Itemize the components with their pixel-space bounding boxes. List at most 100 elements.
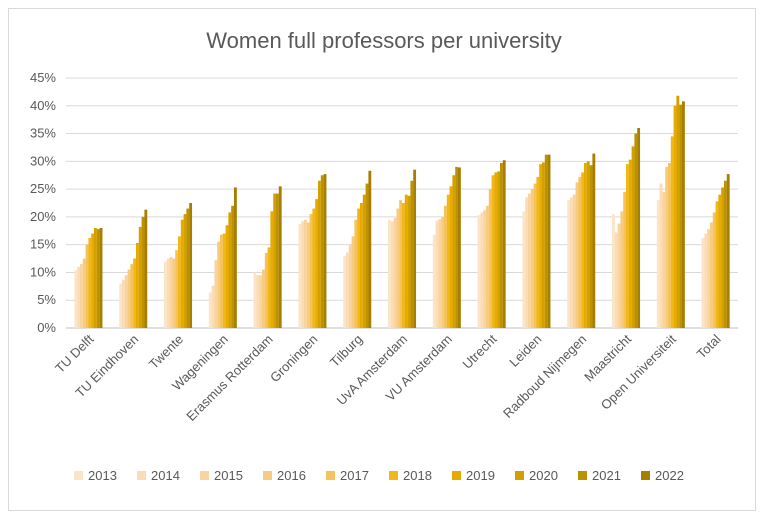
bar	[670, 136, 674, 328]
bar	[343, 255, 347, 328]
bar	[634, 133, 638, 328]
bar	[530, 189, 534, 328]
legend-label: 2015	[214, 468, 243, 483]
bar	[178, 236, 181, 328]
x-tick-label: Utrecht	[459, 331, 500, 372]
legend-label: 2014	[151, 468, 180, 483]
bar	[668, 163, 671, 328]
bar	[721, 187, 725, 328]
bar	[491, 175, 495, 328]
bar	[228, 212, 232, 328]
legend-swatch	[641, 471, 650, 480]
bar	[208, 292, 212, 328]
bar	[225, 225, 229, 328]
bar	[665, 166, 669, 328]
bar	[231, 205, 235, 328]
bar	[542, 162, 545, 328]
bar	[390, 221, 394, 328]
bar	[220, 234, 223, 328]
bar	[567, 200, 571, 328]
bar	[581, 172, 585, 328]
y-tick-label: 35%	[30, 126, 56, 141]
x-tick-label: Radboud Nijmegen	[500, 332, 589, 421]
bar	[164, 261, 167, 328]
bars	[74, 95, 730, 328]
bar	[486, 205, 489, 328]
legend-swatch	[74, 471, 83, 480]
bar	[253, 272, 257, 328]
bar	[323, 174, 327, 328]
bar	[500, 163, 503, 328]
bar	[320, 175, 324, 328]
legend-label: 2022	[655, 468, 684, 483]
bar	[620, 211, 624, 328]
bar	[388, 219, 391, 328]
bar	[458, 167, 461, 328]
bar	[656, 200, 660, 328]
y-tick-label: 20%	[30, 209, 56, 224]
bar	[704, 233, 708, 328]
bar	[718, 194, 722, 328]
bar	[354, 219, 358, 328]
bar	[94, 228, 97, 328]
bar	[309, 214, 313, 328]
bar	[525, 197, 529, 328]
bar	[407, 195, 411, 328]
bar	[88, 238, 92, 328]
y-tick-label: 10%	[30, 264, 56, 279]
bar	[222, 233, 226, 328]
bar	[584, 163, 587, 328]
bar	[74, 270, 78, 328]
y-tick-label: 25%	[30, 181, 56, 196]
bar	[256, 275, 260, 328]
y-tick-label: 5%	[37, 292, 56, 307]
bar	[267, 247, 271, 328]
legend-swatch	[452, 471, 461, 480]
bar	[710, 222, 713, 328]
bar	[122, 279, 125, 328]
bar	[211, 285, 215, 328]
y-tick-label: 15%	[30, 237, 56, 252]
bar	[449, 186, 453, 328]
bar	[547, 154, 551, 328]
bar	[570, 197, 573, 328]
bar	[273, 193, 277, 328]
legend-label: 2018	[403, 468, 432, 483]
bar	[136, 243, 139, 328]
bar	[362, 194, 366, 328]
bar	[175, 250, 179, 328]
x-tick-label: TU Delft	[52, 331, 97, 376]
y-axis-ticks: 0% 5% 10% 15% 20% 25% 30% 35% 40% 45%	[30, 70, 56, 335]
bar	[180, 219, 184, 328]
bar	[278, 186, 282, 328]
bar	[166, 258, 170, 328]
bar	[396, 208, 400, 328]
legend-label: 2016	[277, 468, 306, 483]
bar	[85, 244, 89, 328]
bar	[444, 205, 447, 328]
bar	[130, 264, 134, 328]
bar	[679, 104, 683, 328]
bar	[455, 166, 459, 328]
x-tick-label: Open Universiteit	[598, 331, 679, 412]
bar	[586, 161, 590, 328]
bar	[368, 170, 372, 328]
bar	[393, 218, 397, 328]
bar	[276, 193, 279, 328]
bar	[637, 128, 641, 328]
legend-swatch	[389, 471, 398, 480]
legend-swatch	[326, 471, 335, 480]
bar	[189, 203, 193, 328]
legend-swatch	[515, 471, 524, 480]
bar	[539, 164, 543, 328]
bar	[522, 211, 526, 328]
x-tick-label: Total	[694, 331, 724, 361]
bar	[183, 214, 187, 328]
bar	[172, 258, 176, 328]
bar	[169, 256, 173, 328]
bar	[544, 154, 548, 328]
x-tick-label: Erasmus Rotterdam	[183, 332, 275, 424]
legend-swatch	[578, 471, 587, 480]
bar	[96, 229, 100, 328]
